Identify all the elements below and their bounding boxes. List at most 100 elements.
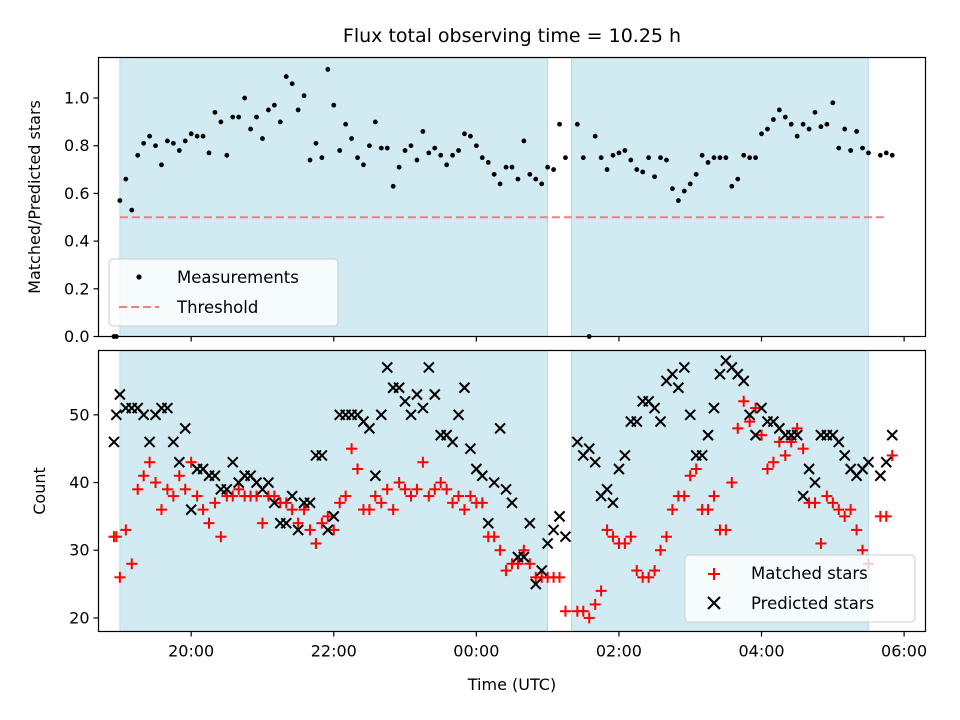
- predicted-star-point: [482, 517, 494, 529]
- matched-star-point: [845, 504, 857, 516]
- measurement-point: [260, 136, 265, 141]
- matched-star-point: [690, 463, 702, 475]
- measurement-point: [147, 133, 152, 139]
- measurement-point: [165, 138, 170, 144]
- measurement-point: [135, 152, 141, 158]
- measurement-point: [812, 109, 818, 115]
- predicted-star-point: [143, 436, 156, 448]
- measurement-point: [622, 148, 628, 153]
- predicted-star-point: [452, 409, 465, 421]
- matched-star-point: [144, 456, 156, 468]
- measurement-point: [289, 81, 295, 87]
- matched-star-point: [726, 477, 738, 489]
- matched-star-point: [464, 490, 476, 502]
- predicted-star-point: [458, 382, 471, 394]
- predicted-star-point: [714, 368, 726, 380]
- measurement-point: [687, 181, 693, 187]
- measurement-point: [224, 152, 230, 158]
- top-y-ticks: 0.0 0.2 0.4 0.6 0.8 1.0: [64, 89, 99, 346]
- matched-star-point: [417, 456, 429, 468]
- predicted-star-point: [369, 470, 382, 482]
- measurement-point: [367, 143, 372, 149]
- matched-star-point: [554, 571, 566, 583]
- matched-star-point: [215, 531, 227, 543]
- predicted-star-point: [696, 449, 708, 462]
- top-chart-title: Flux total observing time = 10.25 h: [343, 25, 681, 47]
- predicted-star-point: [429, 388, 441, 401]
- bottom-legend-box: [684, 554, 916, 623]
- matched-star-point: [173, 470, 185, 482]
- matched-star-point: [179, 483, 191, 495]
- x-axis-label: Time (UTC): [467, 675, 556, 694]
- matched-star-point: [429, 483, 441, 495]
- matched-star-point: [304, 524, 316, 536]
- top-y-tick-label: 1.0: [64, 89, 89, 108]
- predicted-star-point: [833, 436, 845, 448]
- predicted-star-point: [880, 456, 892, 468]
- measurement-point: [800, 121, 806, 127]
- measurement-point: [782, 114, 788, 120]
- measurement-point: [848, 148, 854, 153]
- measurement-point: [497, 181, 503, 187]
- matched-star-point: [720, 524, 732, 536]
- predicted-star-point: [553, 510, 566, 523]
- matched-star-point: [280, 497, 292, 509]
- matched-star-point: [559, 605, 571, 617]
- measurement-point: [159, 162, 164, 168]
- measurement-point: [830, 100, 836, 106]
- measurement-point: [557, 121, 562, 127]
- measurement-point: [485, 160, 491, 165]
- measurement-point: [170, 140, 176, 146]
- measurement-point: [836, 145, 842, 151]
- top-shaded-interval-1: [571, 57, 869, 337]
- predicted-star-point: [268, 497, 281, 509]
- predicted-star-point: [304, 497, 316, 509]
- matched-star-point: [833, 504, 845, 516]
- matched-star-point: [857, 544, 869, 556]
- predicted-star-point: [328, 510, 340, 523]
- measurement-point: [842, 126, 848, 132]
- matched-star-point: [619, 537, 631, 549]
- matched-star-point: [494, 544, 506, 556]
- predicted-star-point: [363, 422, 376, 435]
- measurement-point: [236, 114, 242, 120]
- matched-star-point: [756, 429, 768, 441]
- measurement-point: [794, 133, 800, 139]
- measurement-point: [776, 107, 782, 113]
- measurement-point: [883, 150, 889, 156]
- bottom-y-tick-label: 40: [69, 473, 89, 492]
- matched-star-point: [785, 436, 797, 448]
- bottom-axes-frame: [97, 349, 927, 633]
- measurement-point: [652, 174, 657, 180]
- measurements-series: [111, 67, 895, 339]
- predicted-star-point: [185, 503, 197, 516]
- predicted-star-point: [417, 402, 429, 414]
- predicted-star-point: [559, 530, 572, 543]
- predicted-star-point: [886, 429, 898, 441]
- matched-star-point: [298, 504, 310, 516]
- matched-star-point: [458, 504, 470, 516]
- matched-star-point: [744, 416, 756, 428]
- measurement-point: [580, 155, 586, 161]
- measurement-point: [640, 169, 646, 175]
- predicted-star-point: [749, 429, 762, 441]
- matched-star-point: [512, 558, 524, 570]
- measurement-point: [182, 138, 188, 144]
- matched-star-point: [666, 504, 678, 516]
- predicted-star-point: [161, 402, 174, 414]
- measurement-point: [123, 176, 129, 182]
- matched-star-point: [375, 497, 387, 509]
- measurement-point: [551, 167, 556, 172]
- measurement-point: [735, 176, 741, 182]
- bottom-y-tick-label: 50: [69, 405, 89, 424]
- matched-star-point: [625, 531, 637, 543]
- matched-star-point: [161, 483, 173, 495]
- measurement-point: [313, 140, 319, 146]
- matched-star-point: [660, 531, 672, 543]
- measurement-point: [420, 129, 426, 134]
- measurement-point: [646, 155, 652, 161]
- matched-star-point: [601, 524, 613, 536]
- predicted-star-point: [114, 388, 126, 401]
- predicted-star-point: [601, 483, 613, 496]
